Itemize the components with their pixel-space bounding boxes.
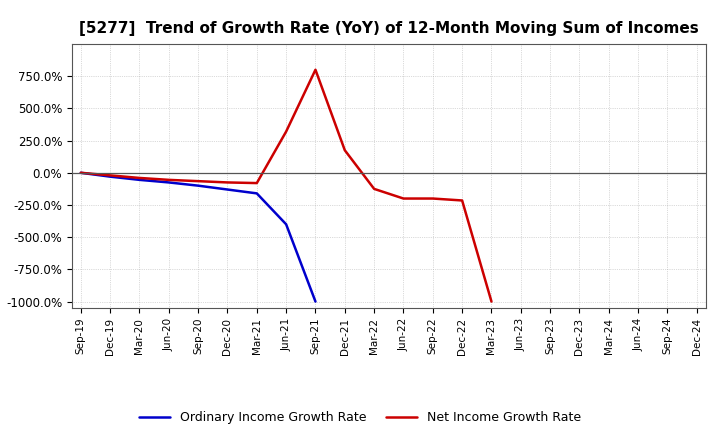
Net Income Growth Rate [223,180,232,185]
Title: [5277]  Trend of Growth Rate (YoY) of 12-Month Moving Sum of Incomes: [5277] Trend of Growth Rate (YoY) of 12-… [79,21,698,36]
Ordinary Income Growth Rate [282,222,290,227]
Net Income Growth Rate [282,129,290,134]
Ordinary Income Growth Rate [164,180,173,185]
Net Income Growth Rate [399,196,408,201]
Ordinary Income Growth Rate [311,299,320,304]
Ordinary Income Growth Rate [76,170,85,176]
Net Income Growth Rate [76,170,85,176]
Legend: Ordinary Income Growth Rate, Net Income Growth Rate: Ordinary Income Growth Rate, Net Income … [134,407,586,429]
Net Income Growth Rate [370,186,379,191]
Net Income Growth Rate [428,196,437,201]
Net Income Growth Rate [106,173,114,178]
Net Income Growth Rate [311,67,320,73]
Line: Ordinary Income Growth Rate: Ordinary Income Growth Rate [81,173,315,301]
Net Income Growth Rate [458,198,467,203]
Net Income Growth Rate [164,177,173,183]
Ordinary Income Growth Rate [106,174,114,179]
Net Income Growth Rate [253,180,261,186]
Ordinary Income Growth Rate [194,183,202,188]
Net Income Growth Rate [135,175,144,180]
Ordinary Income Growth Rate [223,187,232,192]
Net Income Growth Rate [341,147,349,153]
Net Income Growth Rate [487,299,496,304]
Ordinary Income Growth Rate [135,177,144,183]
Ordinary Income Growth Rate [253,191,261,196]
Line: Net Income Growth Rate: Net Income Growth Rate [81,70,492,301]
Net Income Growth Rate [194,179,202,184]
